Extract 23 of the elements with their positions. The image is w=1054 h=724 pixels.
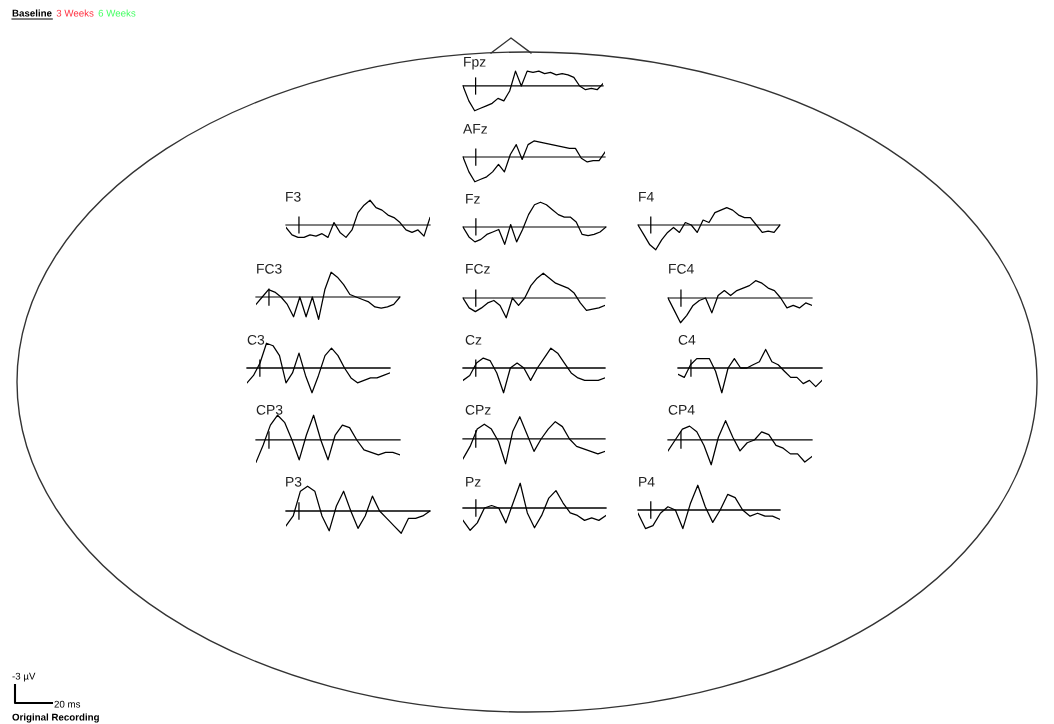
text: 3 Weeks <box>56 9 94 17</box>
text: Baseline <box>12 9 52 17</box>
chart-title: P3 <box>286 476 302 487</box>
text: 6 Weeks <box>98 9 136 17</box>
chart-title: AFz <box>463 124 487 134</box>
chart-title: Fz <box>466 194 480 204</box>
chart-title: CP4 <box>668 404 695 415</box>
chart-title: FCz <box>466 263 490 274</box>
text: Original Recording <box>12 713 99 723</box>
chart-title: Pz <box>466 477 481 487</box>
chart-title: C4 <box>678 334 696 345</box>
chart-title: F4 <box>639 192 654 202</box>
chart-title: CP3 <box>256 404 283 415</box>
chart-title: P4 <box>639 477 655 487</box>
text: 20 ms <box>54 700 81 708</box>
chart-title: C3 <box>247 334 265 345</box>
text: -3 µV <box>12 672 36 682</box>
chart-title: FC3 <box>257 263 282 274</box>
chart-title: FC4 <box>669 263 694 274</box>
chart-title: F3 <box>286 191 301 202</box>
chart-title: Cz <box>465 334 482 345</box>
chart-title: CPz <box>465 404 491 415</box>
chart-title: Fpz <box>464 57 486 70</box>
